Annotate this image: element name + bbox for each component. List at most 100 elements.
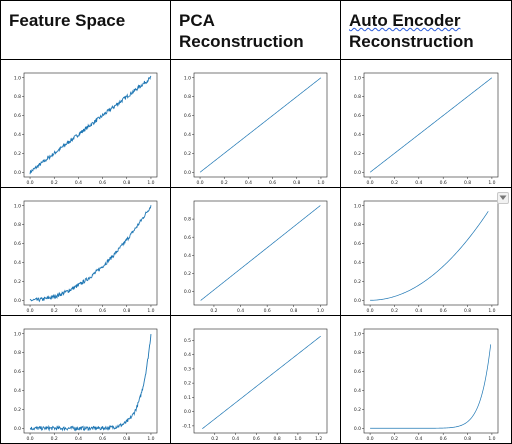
header-ae-line2: Reconstruction [349,32,474,51]
plot-frame [193,72,328,178]
x-tick-label: 0.8 [123,436,130,442]
y-tick-label: 0.0 [14,298,21,304]
row-square: 0.0 0.2 0.4 0.6 0.8 1.0 0.0 0.2 0.4 0.6 0.8 1.0 0.2… [0,187,512,316]
header-feature-space: Feature Space [9,11,126,30]
y-tick-label: 0.8 [354,222,361,228]
cell-r0c2[interactable]: 0.0 0.2 0.4 0.6 0.8 1.0 0.0 0.2 0.4 0.6 0.8 1.0 [340,59,512,188]
x-tick-label: 1.0 [488,436,495,442]
x-tick-label: 0.6 [99,436,106,442]
y-tick-label: 0.8 [14,222,21,228]
cell-r0c0[interactable]: 0.0 0.2 0.4 0.6 0.8 1.0 0.0 0.2 0.4 0.6 0.8 1.0 [0,59,171,188]
cell-r1c0[interactable]: 0.0 0.2 0.4 0.6 0.8 1.0 0.0 0.2 0.4 0.6 0.8 1.0 [0,187,171,316]
y-tick-label: 0.4 [354,388,361,394]
series-line [200,205,321,301]
y-tick-label: 0.2 [14,407,21,413]
cell-r1c2[interactable]: 0.0 0.2 0.4 0.6 0.8 1.0 0.0 0.2 0.4 0.6 0.8 1.0 [340,187,512,316]
x-tick-label: 1.0 [294,436,301,442]
x-tick-label: 0.4 [415,308,422,314]
y-tick-label: 0.2 [14,279,21,285]
row-linear: 0.0 0.2 0.4 0.6 0.8 1.0 0.0 0.2 0.4 0.6 0.8 1.0 0.0… [0,59,512,188]
cell-r2c0[interactable]: 0.0 0.2 0.4 0.6 0.8 1.0 0.0 0.2 0.4 0.6 0.8 1.0 [0,315,171,444]
header-autoencoder: Auto Encoder Reconstruction [341,1,511,52]
y-tick-label: 0.4 [14,260,21,266]
y-tick-label: 0.4 [184,253,191,259]
y-tick-label: 0.2 [184,151,191,157]
x-tick-label: 0.8 [123,180,130,186]
x-tick-label: 0.6 [269,180,276,186]
x-tick-label: 0.6 [264,308,271,314]
y-tick-label: 1.0 [354,75,361,81]
x-tick-label: 0.4 [232,436,239,442]
y-tick-label: 1.0 [354,203,361,209]
y-tick-label: 0.4 [354,132,361,138]
y-tick-label: 0.0 [354,298,361,304]
y-tick-label: 0.8 [354,94,361,100]
x-tick-label: 0.6 [440,180,447,186]
y-tick-label: 0.4 [14,132,21,138]
x-tick-label: 0.8 [274,436,281,442]
y-tick-label: 0.6 [354,241,361,247]
y-tick-label: 0.8 [354,350,361,356]
y-tick-label: 0.6 [354,113,361,119]
y-tick-label: 0.0 [184,170,191,176]
plot-pca-exp: 0.2 0.4 0.6 0.8 1.0 1.2 -0.1 0.0 0.1 0.2 0.3 0.4 0.5 [182,328,328,442]
y-tick-label: 0.2 [354,279,361,285]
x-tick-label: 0.4 [237,308,244,314]
header-row: Feature Space PCA Reconstruction Auto Enc… [0,0,512,60]
x-tick-label: 0.8 [464,308,471,314]
y-tick-label: 0.0 [14,170,21,176]
image-options-button[interactable] [497,192,509,204]
x-tick-label: 0.6 [253,436,260,442]
y-tick-label: 0.6 [14,113,21,119]
cell-r2c1[interactable]: 0.2 0.4 0.6 0.8 1.0 1.2 -0.1 0.0 0.1 0.2 0.3 0.4 0.5 [170,315,341,444]
plot-feature-square: 0.0 0.2 0.4 0.6 0.8 1.0 0.0 0.2 0.4 0.6 0.8 1.0 [14,200,158,314]
x-tick-label: 0.2 [210,308,217,314]
header-pca: PCA Reconstruction [171,1,340,52]
x-tick-label: 0.0 [26,308,33,314]
y-tick-label: 0.0 [14,426,21,432]
x-tick-label: 0.0 [367,308,374,314]
x-tick-label: 0.2 [51,308,58,314]
y-tick-label: 0.4 [184,352,191,358]
y-tick-label: 0.8 [14,350,21,356]
y-tick-label: 0.4 [14,388,21,394]
y-tick-label: 0.6 [354,369,361,375]
series-line [370,344,492,429]
header-cell-autoencoder[interactable]: Auto Encoder Reconstruction [340,0,512,60]
x-tick-label: 0.6 [440,308,447,314]
header-pca-line1: PCA [179,11,215,30]
y-tick-label: 0.0 [184,289,191,295]
cell-r1c1[interactable]: 0.2 0.4 0.6 0.8 1.0 0.0 0.2 0.4 0.6 0.8 [170,187,341,316]
x-tick-label: 0.2 [51,436,58,442]
plot-frame [363,72,499,178]
x-tick-label: 1.0 [488,180,495,186]
x-tick-label: 0.4 [415,436,422,442]
series-line [369,77,493,173]
x-tick-label: 0.6 [99,308,106,314]
y-tick-label: 0.4 [184,132,191,138]
x-tick-label: 0.8 [293,180,300,186]
plot-pca-linear: 0.0 0.2 0.4 0.6 0.8 1.0 0.0 0.2 0.4 0.6 0.8 1.0 [184,72,328,186]
header-cell-pca[interactable]: PCA Reconstruction [170,0,341,60]
x-tick-label: 1.2 [315,436,322,442]
cell-r2c2[interactable]: 0.0 0.2 0.4 0.6 0.8 1.0 0.0 0.2 0.4 0.6 0.8 1.0 [340,315,512,444]
plot-frame [363,328,499,434]
header-ae-line1: Auto Encoder [349,11,461,30]
x-tick-label: 0.8 [464,180,471,186]
y-tick-label: 0.8 [184,94,191,100]
x-tick-label: 0.0 [367,180,374,186]
plot-frame [193,328,328,434]
x-tick-label: 0.8 [123,308,130,314]
x-tick-label: 1.0 [147,308,154,314]
cell-r0c1[interactable]: 0.0 0.2 0.4 0.6 0.8 1.0 0.0 0.2 0.4 0.6 0.8 1.0 [170,59,341,188]
header-cell-feature-space[interactable]: Feature Space [0,0,171,60]
x-tick-label: 0.4 [415,180,422,186]
x-tick-label: 0.2 [211,436,218,442]
y-tick-label: 0.2 [14,151,21,157]
y-tick-label: 0.1 [184,395,191,401]
y-tick-label: 1.0 [14,203,21,209]
y-tick-label: 0.8 [184,217,191,223]
x-tick-label: 0.2 [391,180,398,186]
x-tick-label: 0.2 [391,436,398,442]
